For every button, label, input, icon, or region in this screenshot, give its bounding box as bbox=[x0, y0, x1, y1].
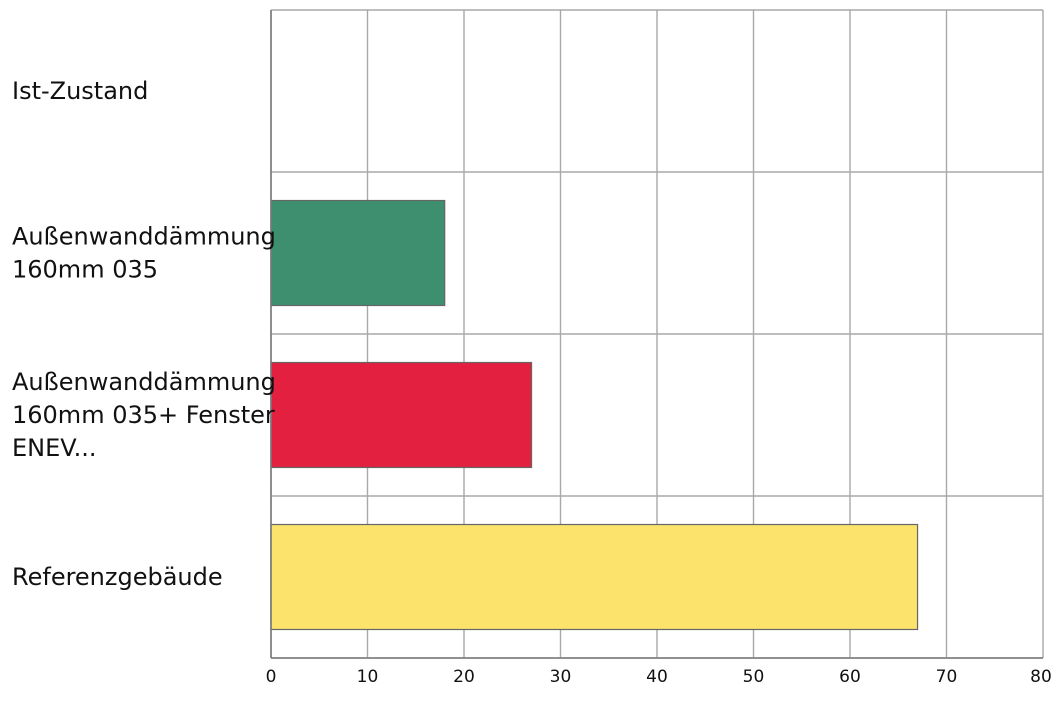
x-tick-label-2: 20 bbox=[453, 667, 475, 687]
bar-1 bbox=[270, 199, 446, 307]
bar-3 bbox=[270, 523, 919, 631]
bars bbox=[270, 199, 919, 631]
category-label-1-line-1: 160mm 035 bbox=[12, 256, 158, 284]
x-tick-label-3: 30 bbox=[550, 667, 572, 687]
tick-labels: 0 10 20 30 40 50 60 70 80 bbox=[266, 667, 1052, 687]
category-label-1: Außenwanddämmung 160mm 035 bbox=[12, 223, 276, 284]
category-label-2-line-1: 160mm 035+ Fenster bbox=[12, 401, 275, 429]
x-tick-label-5: 50 bbox=[743, 667, 765, 687]
category-label-1-line-0: Außenwanddämmung bbox=[12, 223, 276, 251]
category-label-2: Außenwanddämmung 160mm 035+ Fenster ENEV..… bbox=[12, 368, 276, 462]
category-label-2-line-0: Außenwanddämmung bbox=[12, 368, 276, 396]
category-label-3-line-0: Referenzgebäude bbox=[12, 563, 223, 591]
x-tick-label-0: 0 bbox=[266, 667, 277, 687]
category-label-0-line-0: Ist-Zustand bbox=[12, 77, 148, 105]
axes bbox=[270, 10, 1043, 659]
x-tick-label-4: 40 bbox=[646, 667, 668, 687]
category-label-3: Referenzgebäude bbox=[12, 563, 223, 591]
category-label-0: Ist-Zustand bbox=[12, 77, 148, 105]
x-tick-label-8: 80 bbox=[1030, 667, 1052, 687]
x-tick-label-6: 60 bbox=[839, 667, 861, 687]
category-label-2-line-2: ENEV... bbox=[12, 434, 97, 462]
bar-2 bbox=[270, 361, 533, 469]
x-tick-label-1: 10 bbox=[357, 667, 379, 687]
x-tick-label-7: 70 bbox=[936, 667, 958, 687]
